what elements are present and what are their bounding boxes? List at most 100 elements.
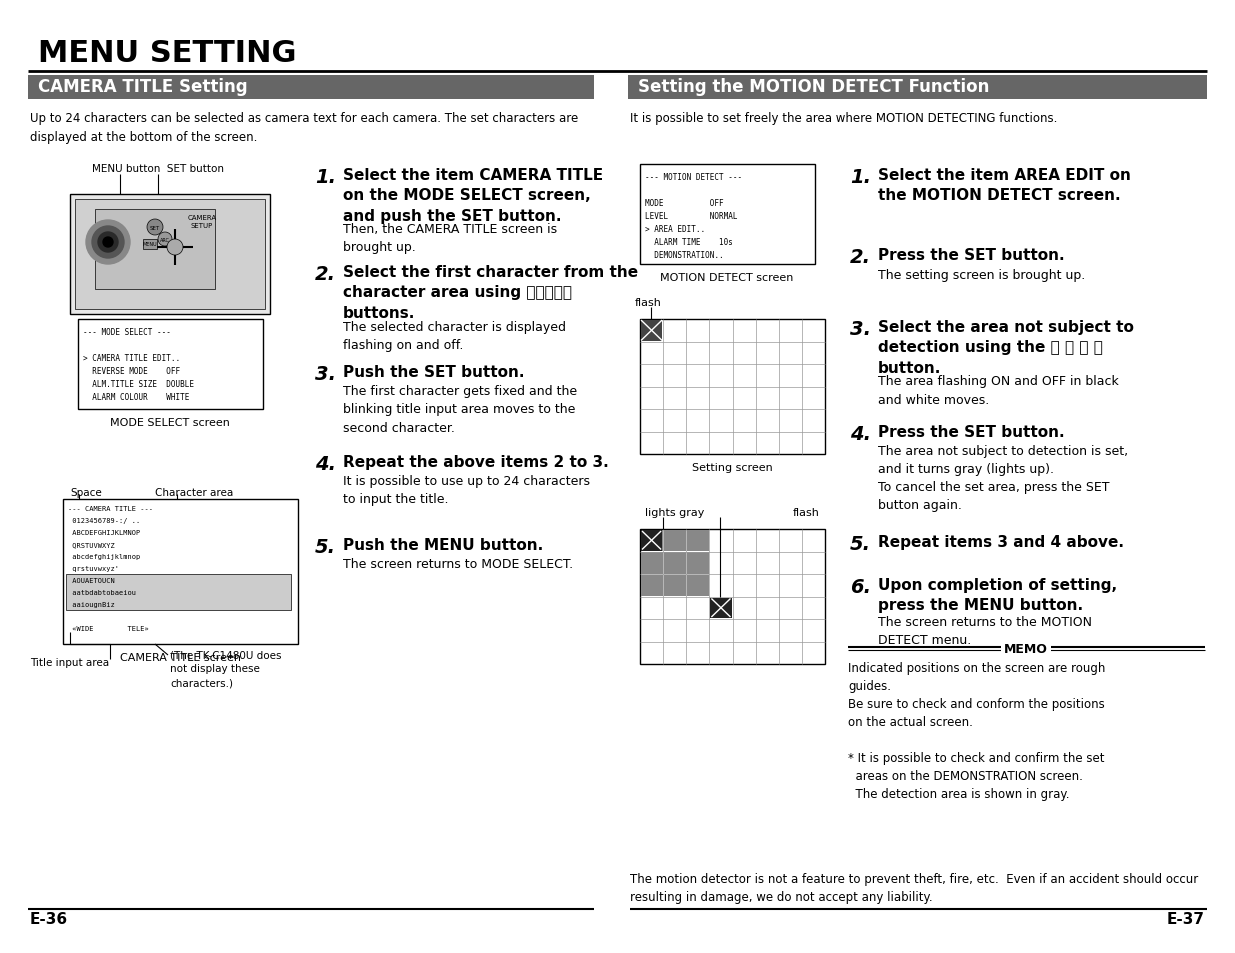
- Bar: [95, 210, 215, 290]
- Bar: [641, 320, 662, 341]
- Text: 5.: 5.: [850, 535, 871, 554]
- Text: 6.: 6.: [850, 578, 871, 597]
- Text: MEMO: MEMO: [1004, 642, 1049, 656]
- Text: flash: flash: [793, 507, 820, 517]
- Text: --- CAMERA TITLE ---: --- CAMERA TITLE ---: [68, 505, 153, 512]
- Text: DEMONSTRATION..: DEMONSTRATION..: [645, 251, 724, 260]
- Text: The setting screen is brought up.: The setting screen is brought up.: [878, 268, 1086, 281]
- Circle shape: [158, 233, 172, 247]
- Text: Select the item AREA EDIT on
the MOTION DETECT screen.: Select the item AREA EDIT on the MOTION …: [878, 168, 1131, 203]
- Text: CAMERA TITLE screen: CAMERA TITLE screen: [120, 652, 241, 662]
- Text: The screen returns to MODE SELECT.: The screen returns to MODE SELECT.: [343, 558, 573, 571]
- Text: Push the MENU button.: Push the MENU button.: [343, 537, 543, 553]
- Bar: [75, 200, 266, 310]
- Text: It is possible to set freely the area where MOTION DETECTING functions.: It is possible to set freely the area wh…: [630, 112, 1057, 125]
- Text: E-37: E-37: [1167, 911, 1205, 926]
- Text: MOTION DETECT screen: MOTION DETECT screen: [661, 273, 794, 283]
- Bar: [143, 240, 157, 250]
- Text: 1.: 1.: [850, 168, 871, 187]
- Bar: [663, 530, 685, 552]
- Text: 2.: 2.: [850, 248, 871, 267]
- Bar: [641, 575, 663, 597]
- Text: MENU: MENU: [143, 241, 157, 246]
- Text: ALARM COLOUR    WHITE: ALARM COLOUR WHITE: [83, 393, 189, 401]
- Bar: [663, 575, 685, 597]
- Bar: [629, 76, 1207, 100]
- Text: Setting screen: Setting screen: [692, 462, 772, 473]
- Text: ARC: ARC: [161, 237, 170, 242]
- Text: The area flashing ON and OFF in black
and white moves.: The area flashing ON and OFF in black an…: [878, 375, 1119, 406]
- Bar: [641, 530, 663, 552]
- Text: aaiougnBiz: aaiougnBiz: [68, 601, 115, 607]
- Text: AOUAETOUCN: AOUAETOUCN: [68, 578, 115, 583]
- Circle shape: [103, 237, 112, 248]
- Bar: [70, 194, 270, 314]
- Bar: [641, 531, 662, 551]
- Bar: [640, 319, 825, 455]
- Text: MENU button  SET button: MENU button SET button: [91, 164, 224, 173]
- Text: Upon completion of setting,
press the MENU button.: Upon completion of setting, press the ME…: [878, 578, 1118, 613]
- Text: Press the SET button.: Press the SET button.: [878, 248, 1065, 263]
- Text: Push the SET button.: Push the SET button.: [343, 365, 525, 379]
- Text: abcdefghijklmnop: abcdefghijklmnop: [68, 554, 141, 559]
- Bar: [687, 575, 709, 597]
- Bar: [63, 499, 298, 644]
- Text: It is possible to use up to 24 characters
to input the title.: It is possible to use up to 24 character…: [343, 475, 590, 506]
- Text: 4.: 4.: [315, 455, 336, 474]
- Bar: [687, 553, 709, 574]
- Bar: [28, 76, 594, 100]
- Text: 2.: 2.: [315, 265, 336, 284]
- Circle shape: [98, 233, 119, 253]
- Bar: [78, 319, 263, 410]
- Text: 3.: 3.: [315, 365, 336, 384]
- Text: flash: flash: [635, 297, 662, 308]
- Text: E-36: E-36: [30, 911, 68, 926]
- Text: (The TK-C1480U does
not display these
characters.): (The TK-C1480U does not display these ch…: [170, 649, 282, 687]
- Text: 1.: 1.: [315, 168, 336, 187]
- Circle shape: [91, 227, 124, 258]
- Text: The area not subject to detection is set,
and it turns gray (lights up).
To canc: The area not subject to detection is set…: [878, 445, 1128, 512]
- Text: Title input area: Title input area: [30, 658, 109, 667]
- Text: REVERSE MODE    OFF: REVERSE MODE OFF: [83, 367, 180, 375]
- Bar: [640, 165, 815, 265]
- Text: Up to 24 characters can be selected as camera text for each camera. The set char: Up to 24 characters can be selected as c…: [30, 112, 578, 144]
- Text: ABCDEFGHIJKLMNOP: ABCDEFGHIJKLMNOP: [68, 530, 141, 536]
- Text: > CAMERA TITLE EDIT..: > CAMERA TITLE EDIT..: [83, 354, 180, 363]
- Text: CAMERA TITLE Setting: CAMERA TITLE Setting: [38, 78, 248, 96]
- Bar: [710, 598, 731, 618]
- Text: Press the SET button.: Press the SET button.: [878, 424, 1065, 439]
- Text: aatbdabtobaeiou: aatbdabtobaeiou: [68, 589, 136, 596]
- Text: MODE SELECT screen: MODE SELECT screen: [110, 417, 230, 428]
- Text: 4.: 4.: [850, 424, 871, 443]
- Text: Repeat the above items 2 to 3.: Repeat the above items 2 to 3.: [343, 455, 609, 470]
- Text: --- MODE SELECT ---: --- MODE SELECT ---: [83, 328, 170, 336]
- Text: «WIDE        TELE»: «WIDE TELE»: [68, 625, 148, 631]
- Text: Select the first character from the
character area using Ⓞⓡⓔⓞⓜ
buttons.: Select the first character from the char…: [343, 265, 638, 320]
- Text: > AREA EDIT..: > AREA EDIT..: [645, 225, 705, 233]
- Bar: [640, 530, 825, 664]
- Text: 3.: 3.: [850, 319, 871, 338]
- Text: ALM.TITLE SIZE  DOUBLE: ALM.TITLE SIZE DOUBLE: [83, 379, 194, 389]
- Text: Then, the CAMERA TITLE screen is
brought up.: Then, the CAMERA TITLE screen is brought…: [343, 223, 557, 254]
- Text: ALARM TIME    10s: ALARM TIME 10s: [645, 237, 732, 247]
- Text: 0123456789-:/ ..: 0123456789-:/ ..: [68, 517, 141, 523]
- Text: Repeat items 3 and 4 above.: Repeat items 3 and 4 above.: [878, 535, 1124, 550]
- Text: MODE          OFF: MODE OFF: [645, 199, 724, 208]
- Bar: [687, 530, 709, 552]
- Text: The screen returns to the MOTION
DETECT menu.: The screen returns to the MOTION DETECT …: [878, 616, 1092, 646]
- Text: SET: SET: [149, 225, 161, 231]
- Text: Select the area not subject to
detection using the Ⓞ ⓡ ⓔ ⓞ
button.: Select the area not subject to detection…: [878, 319, 1134, 375]
- Text: Space: Space: [70, 488, 101, 497]
- Text: Setting the MOTION DETECT Function: Setting the MOTION DETECT Function: [638, 78, 989, 96]
- Text: lights gray: lights gray: [645, 507, 704, 517]
- Text: The motion detector is not a feature to prevent theft, fire, etc.  Even if an ac: The motion detector is not a feature to …: [630, 872, 1198, 903]
- Text: --- MOTION DETECT ---: --- MOTION DETECT ---: [645, 172, 742, 182]
- Bar: [65, 575, 291, 610]
- Circle shape: [167, 240, 183, 255]
- Text: QRSTUVWXYZ: QRSTUVWXYZ: [68, 541, 115, 547]
- Text: qrstuvwxyz': qrstuvwxyz': [68, 565, 119, 572]
- Text: The selected character is displayed
flashing on and off.: The selected character is displayed flas…: [343, 320, 566, 351]
- Circle shape: [86, 221, 130, 265]
- Text: MENU SETTING: MENU SETTING: [38, 39, 296, 68]
- Text: The first character gets fixed and the
blinking title input area moves to the
se: The first character gets fixed and the b…: [343, 385, 577, 434]
